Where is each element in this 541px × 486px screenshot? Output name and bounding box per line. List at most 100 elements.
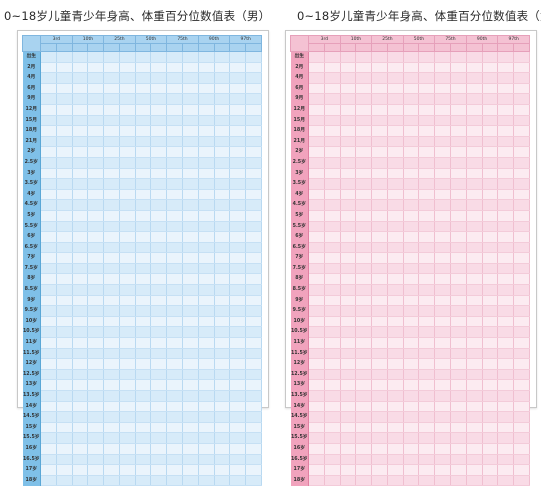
value-cell (245, 337, 262, 349)
value-cell (214, 401, 231, 413)
value-cell (466, 231, 483, 243)
value-cell (513, 390, 530, 402)
value-cell (166, 358, 183, 370)
age-label: 21月 (290, 136, 310, 147)
value-cell (371, 401, 388, 413)
value-cell (371, 263, 388, 275)
value-cell (450, 411, 467, 423)
value-cell (182, 411, 199, 423)
measure-subheader (134, 43, 152, 52)
value-cell (355, 263, 373, 275)
value-cell (198, 390, 215, 402)
girls-table-sheet: 3rd 10th 25th 50th 75th 90th 97th 出生 2月 4月 6月 9月 12月… (285, 30, 537, 486)
value-cell (72, 475, 89, 486)
value-cell (182, 348, 199, 360)
value-cell (245, 295, 262, 307)
value-cell (214, 199, 231, 211)
value-cell (214, 454, 231, 466)
value-cell (387, 432, 404, 444)
age-label: 15.5岁 (22, 432, 42, 444)
value-cell (72, 168, 89, 180)
value-cell (418, 231, 436, 243)
value-cell (214, 305, 231, 317)
value-cell (182, 168, 199, 180)
value-cell (434, 390, 451, 402)
value-cell (72, 125, 89, 137)
value-cell (103, 178, 120, 190)
value-cell (40, 379, 57, 391)
value-cell (371, 379, 388, 391)
table-row: 12岁 (290, 358, 530, 370)
value-cell (214, 379, 231, 391)
value-cell (245, 411, 262, 423)
value-cell (72, 348, 89, 360)
value-cell (482, 401, 499, 413)
age-label: 8岁 (290, 273, 310, 285)
value-cell (150, 316, 168, 328)
value-cell (229, 273, 247, 286)
value-cell (403, 316, 420, 328)
value-cell (198, 168, 215, 180)
age-label: 10.5岁 (22, 326, 42, 338)
value-cell (418, 475, 436, 486)
value-cell (229, 221, 247, 233)
value-cell (371, 284, 388, 296)
value-cell (324, 273, 341, 286)
value-cell (214, 284, 231, 296)
age-label: 3岁 (22, 168, 42, 179)
value-cell (72, 242, 89, 254)
value-cell (198, 221, 215, 233)
table-row: 11岁 (22, 337, 262, 349)
value-cell (182, 263, 199, 275)
value-cell (434, 432, 451, 444)
percentile-header: 10th (339, 35, 373, 44)
value-cell (371, 146, 388, 158)
value-cell (87, 263, 105, 275)
value-cell (103, 51, 120, 63)
value-cell (182, 125, 199, 137)
value-cell (482, 422, 499, 434)
value-cell (324, 390, 341, 402)
value-cell (324, 136, 341, 148)
age-label: 2.5岁 (290, 157, 310, 169)
value-cell (308, 379, 325, 391)
value-cell (387, 454, 404, 466)
value-cell (214, 358, 231, 370)
value-cell (40, 432, 57, 444)
value-cell (135, 199, 152, 211)
value-cell (513, 443, 530, 455)
value-cell (166, 83, 183, 95)
value-cell (324, 242, 341, 254)
value-cell (403, 284, 420, 296)
measure-subheader (229, 43, 247, 52)
value-cell (40, 210, 57, 222)
value-cell (72, 337, 89, 349)
value-cell (72, 305, 89, 317)
value-cell (355, 475, 373, 486)
value-cell (308, 242, 325, 254)
value-cell (198, 231, 215, 243)
value-cell (150, 326, 168, 339)
value-cell (135, 221, 152, 233)
value-cell (72, 252, 89, 264)
value-cell (150, 432, 168, 444)
measure-subheader (103, 43, 120, 52)
value-cell (150, 358, 168, 370)
value-cell (229, 263, 247, 275)
value-cell (103, 93, 120, 105)
value-cell (87, 295, 105, 307)
value-cell (513, 104, 530, 116)
value-cell (119, 295, 136, 307)
value-cell (214, 348, 231, 360)
value-cell (387, 125, 404, 137)
value-cell (434, 284, 451, 296)
measure-subheader (386, 43, 404, 52)
value-cell (56, 104, 73, 116)
value-cell (214, 263, 231, 275)
value-cell (150, 115, 168, 127)
value-cell (418, 337, 436, 349)
value-cell (214, 390, 231, 402)
value-cell (482, 305, 499, 317)
value-cell (450, 305, 467, 317)
value-cell (497, 284, 515, 296)
